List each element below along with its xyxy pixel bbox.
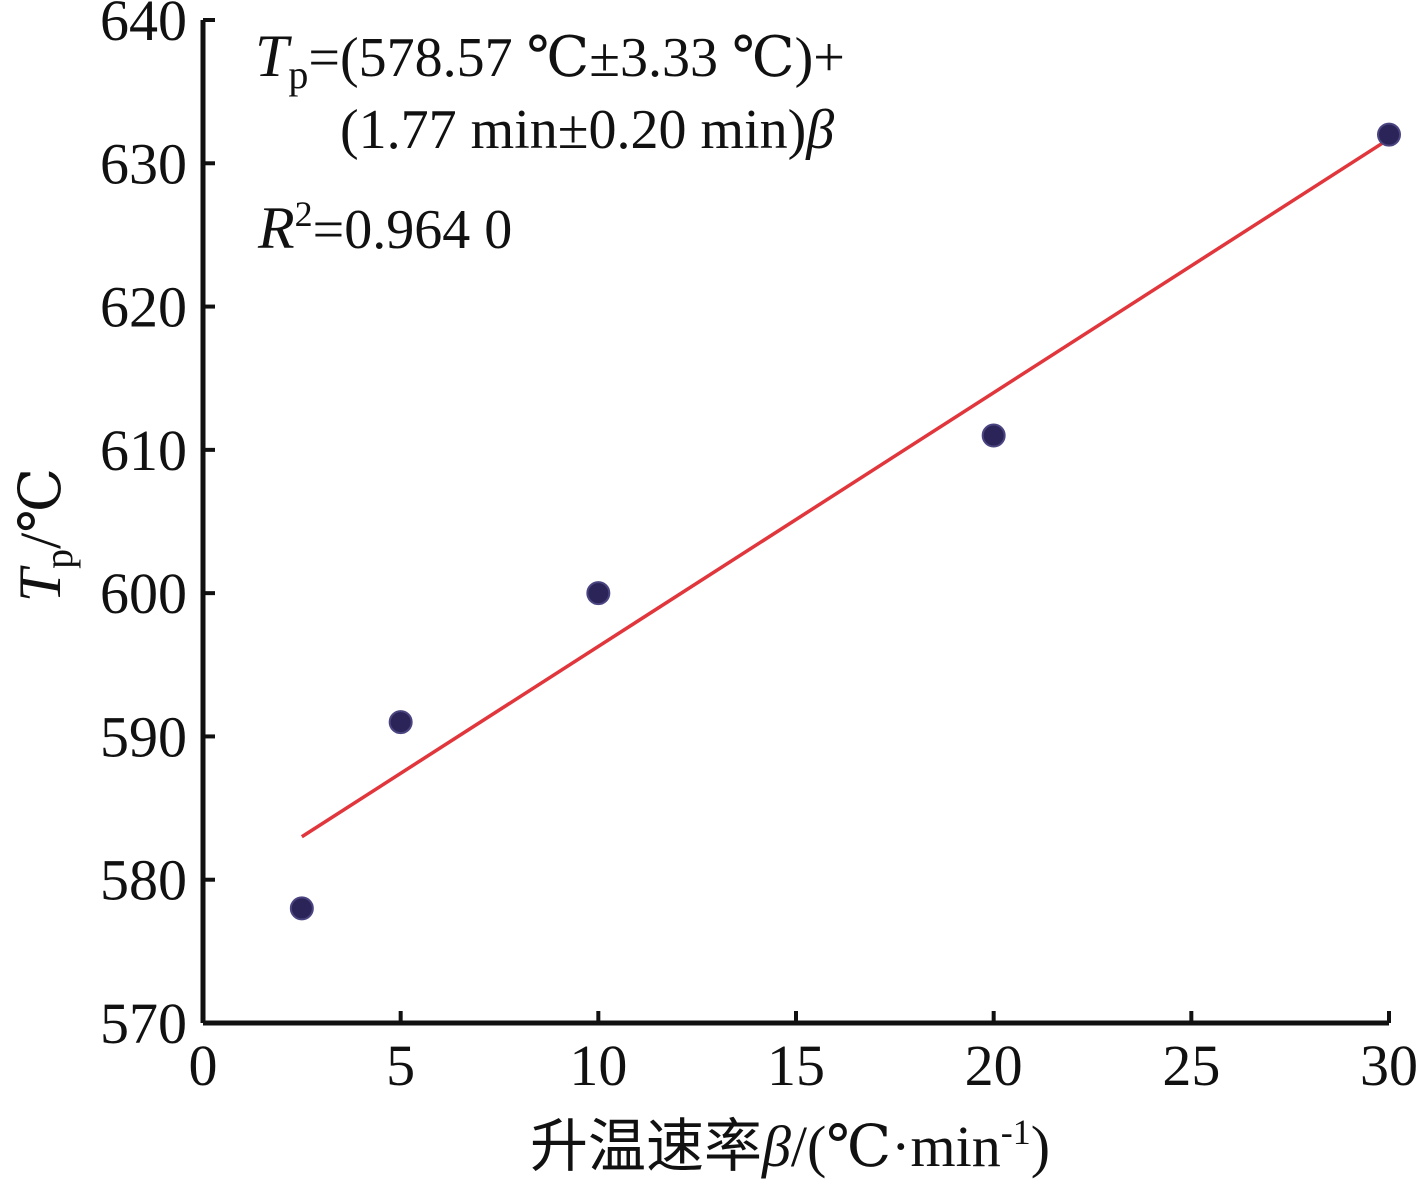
data-point [586, 581, 611, 606]
y-tick-label: 630 [100, 131, 187, 196]
x-tick-label: 5 [386, 1033, 415, 1098]
equation-line-1: Tp=(578.57 ℃±3.33 ℃)+ [255, 23, 845, 97]
data-point [981, 423, 1006, 448]
equation-line-2: (1.77 min±0.20 min)β [340, 99, 834, 161]
data-point [289, 896, 314, 921]
data-point [1377, 122, 1401, 147]
y-tick-label: 590 [100, 704, 187, 769]
y-tick-label: 570 [100, 991, 187, 1056]
fit-line-group [300, 137, 1390, 839]
data-points [289, 122, 1401, 921]
y-axis-ticks: 570 580 590 600 610 620 630 640 [100, 0, 215, 1056]
r-squared-annotation: R2=0.964 0 [257, 194, 512, 261]
x-axis-ticks: 0 5 10 15 20 25 30 [189, 1011, 1417, 1098]
y-tick-label: 640 [100, 0, 187, 53]
y-tick-label: 610 [100, 418, 187, 483]
x-tick-label: 15 [767, 1033, 825, 1098]
x-tick-label: 25 [1162, 1033, 1220, 1098]
x-tick-label: 10 [569, 1033, 627, 1098]
data-point [388, 710, 413, 735]
x-axis-title: 升温速率β/(℃·min-1) [530, 1112, 1050, 1179]
y-tick-label: 580 [100, 848, 187, 913]
x-tick-label: 0 [189, 1033, 218, 1098]
y-tick-label: 600 [100, 561, 187, 626]
y-tick-label: 620 [100, 275, 187, 340]
x-tick-label: 20 [965, 1033, 1023, 1098]
x-tick-label: 30 [1360, 1033, 1417, 1098]
fit-line [300, 137, 1390, 839]
y-axis-title: Tp/℃ [7, 468, 81, 602]
